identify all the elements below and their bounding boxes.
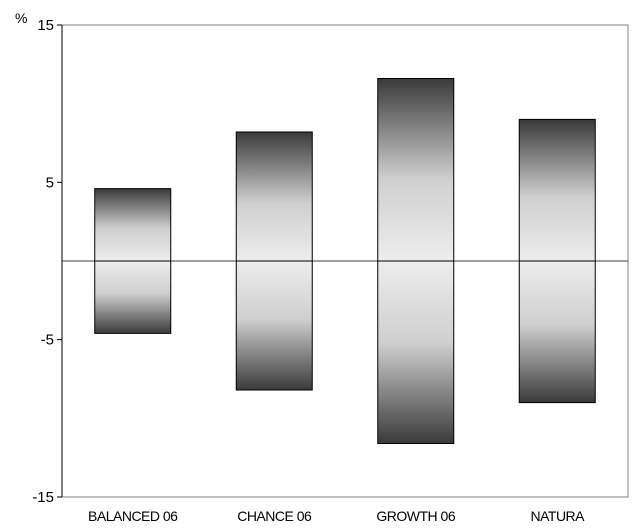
bar-negative-2 (377, 260, 455, 445)
bar-positive-0 (94, 188, 172, 262)
bar-positive-3 (518, 118, 596, 262)
y-tick-label: -5 (41, 332, 54, 349)
bar-positive-2 (377, 77, 455, 262)
bar-negative-3 (518, 260, 596, 404)
y-tick-label: 15 (37, 17, 54, 34)
bar-negative-0 (94, 260, 172, 334)
x-category-label: BALANCED 06 (88, 508, 178, 524)
x-category-label: GROWTH 06 (376, 508, 455, 524)
bars-group (94, 77, 596, 445)
x-category-label: NATURA (530, 508, 585, 524)
x-category-label: CHANCE 06 (237, 508, 312, 524)
bar-negative-1 (235, 260, 313, 391)
x-axis-labels: BALANCED 06 CHANCE 06 GROWTH 06 NATURA (88, 508, 586, 524)
y-axis-unit-label: % (15, 10, 27, 26)
y-tick-label: 5 (46, 174, 54, 191)
y-axis: 15 5 -5 -15 (32, 17, 63, 506)
bar-positive-1 (235, 131, 313, 262)
y-tick-label: -15 (32, 489, 54, 506)
